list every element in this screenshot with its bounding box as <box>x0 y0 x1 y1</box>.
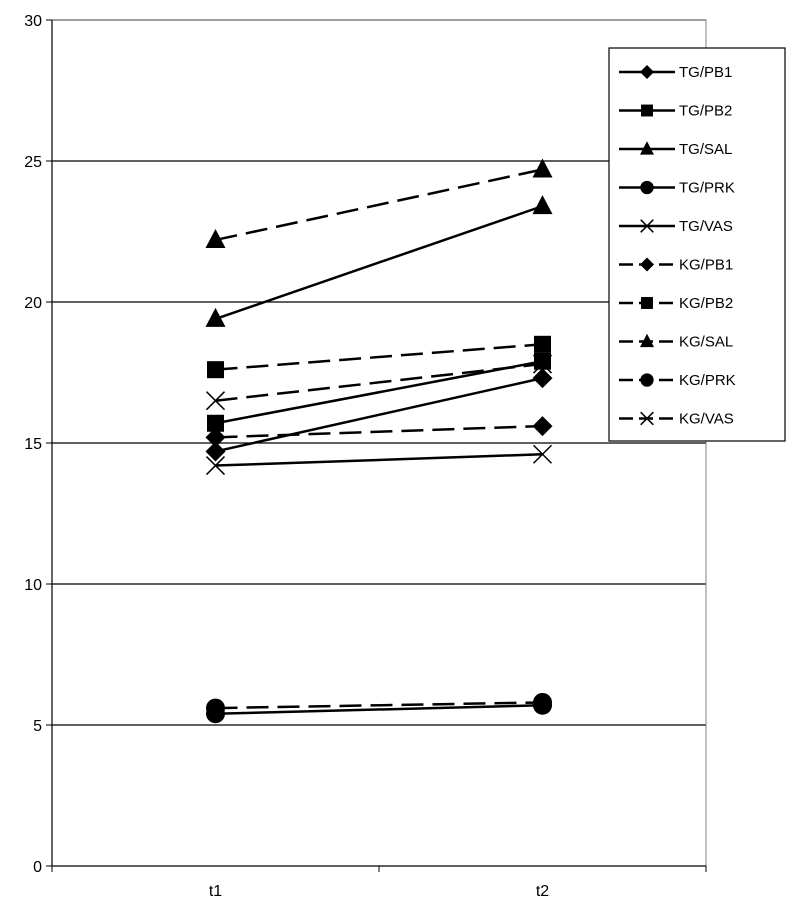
x-marker-stroke <box>640 219 654 233</box>
legend-label-kg-pb1: KG/PB1 <box>679 257 733 274</box>
series-line-tg-prk <box>215 704 543 715</box>
x-tick-label: t2 <box>536 883 549 900</box>
x-marker-stroke <box>640 411 654 426</box>
series-line-kg-pb1 <box>215 424 543 439</box>
x-marker-stroke <box>532 354 553 374</box>
series-line-tg-vas <box>215 453 543 467</box>
legend-label-tg-vas: TG/VAS <box>679 218 733 235</box>
legend-box <box>608 47 786 442</box>
legend-label-kg-pb2: KG/PB2 <box>679 295 733 312</box>
legend-marker-kg-pb2 <box>641 297 653 309</box>
data-point-kg-sal <box>532 158 553 178</box>
legend-marker-tg-prk <box>640 180 654 195</box>
legend-label-tg-pb2: TG/PB2 <box>679 103 732 120</box>
series-line-tg-pb2 <box>215 359 543 425</box>
data-point-tg-pb1 <box>205 441 226 462</box>
data-point-tg-sal <box>532 195 553 215</box>
legend: TG/PB1 TG/PB2 TG/SAL TG/PRK TG/VAS KG/PB1 KG/P… <box>608 47 786 442</box>
x-tick-label: t1 <box>209 883 222 900</box>
data-point-tg-sal <box>205 307 226 327</box>
data-point-tg-vas <box>532 444 553 464</box>
series-line-kg-sal <box>215 168 543 242</box>
legend-label-kg-sal: KG/SAL <box>679 334 733 351</box>
data-point-tg-pb1 <box>532 368 553 389</box>
series-line-tg-pb1 <box>215 376 543 453</box>
axes: 0 5 10 15 20 25 30 t1 t2 <box>24 13 707 900</box>
legend-marker-tg-sal <box>640 141 654 155</box>
data-point-tg-pb2 <box>207 414 224 432</box>
y-tick-label: 25 <box>24 154 42 171</box>
legend-marker-kg-vas <box>640 411 654 426</box>
legend-marker-kg-prk <box>640 373 654 387</box>
y-tick-label: 30 <box>24 13 42 30</box>
legend-marker-kg-pb1 <box>640 257 654 272</box>
series-line-kg-pb2 <box>215 343 543 371</box>
legend-marker-tg-vas <box>640 219 654 233</box>
y-tick-label: 0 <box>33 859 42 876</box>
legend-label-tg-prk: TG/PRK <box>679 180 735 197</box>
x-marker-stroke <box>205 456 226 476</box>
gridlines <box>52 19 706 726</box>
data-point-kg-vas <box>205 391 226 411</box>
legend-label-tg-sal: TG/SAL <box>679 141 732 158</box>
legend-marker-kg-sal <box>640 333 654 348</box>
y-tick-label: 10 <box>24 577 42 594</box>
legend-marker-tg-pb2 <box>641 104 653 117</box>
series-layer <box>205 158 553 724</box>
series-line-tg-sal <box>215 204 543 321</box>
y-tick-label: 20 <box>24 295 42 312</box>
x-marker-stroke <box>532 444 553 464</box>
data-point-tg-pb2 <box>534 352 551 370</box>
legend-label-tg-pb1: TG/PB1 <box>679 64 732 81</box>
series-line-kg-prk <box>215 701 543 710</box>
legend-label-kg-vas: KG/VAS <box>679 411 734 428</box>
data-point-tg-vas <box>205 456 226 476</box>
data-point-kg-pb1 <box>532 416 553 437</box>
legend-label-kg-prk: KG/PRK <box>679 372 736 389</box>
data-point-kg-prk <box>206 698 225 718</box>
legend-marker-tg-pb1 <box>640 65 654 79</box>
x-marker-stroke <box>205 391 226 411</box>
series-line-kg-vas <box>215 362 543 402</box>
data-point-kg-pb1 <box>205 427 226 448</box>
data-point-kg-prk <box>533 692 552 712</box>
data-point-kg-pb2 <box>207 361 224 379</box>
data-point-kg-sal <box>205 228 226 248</box>
y-tick-label: 5 <box>33 718 42 735</box>
y-tick-label: 15 <box>24 436 42 453</box>
data-point-kg-vas <box>532 354 553 374</box>
data-point-kg-pb2 <box>534 335 551 353</box>
